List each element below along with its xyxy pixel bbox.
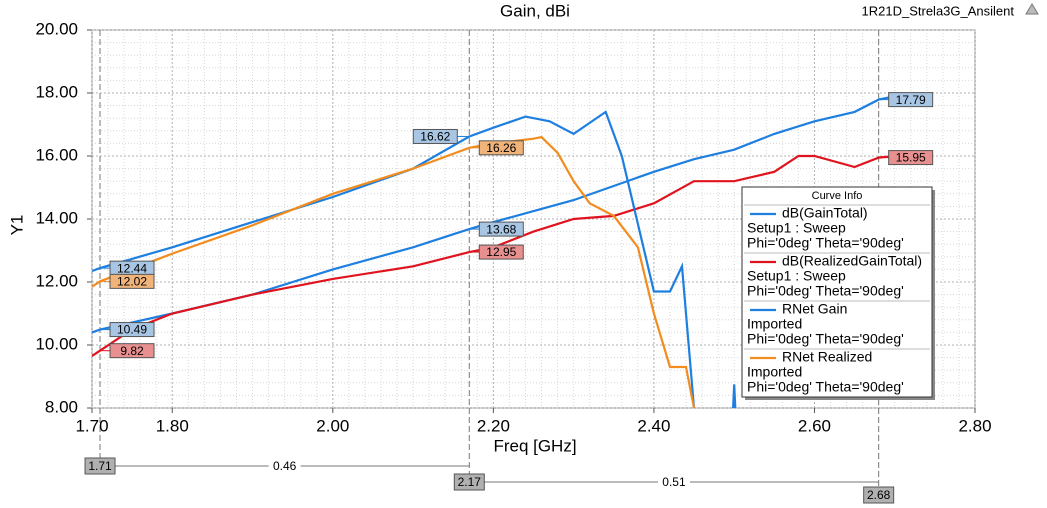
- data-label: 10.49: [117, 323, 147, 337]
- data-label-box: [478, 221, 524, 237]
- y-tick-label: 16.00: [35, 145, 78, 164]
- legend-detail: Imported: [747, 364, 802, 380]
- legend-entry: dB(GainTotal): [782, 205, 868, 221]
- y-tick-label: 12.00: [35, 271, 78, 290]
- data-label-box: [888, 150, 934, 166]
- data-label-box: [109, 273, 155, 289]
- x-tick-label: 1.70: [75, 416, 108, 435]
- legend-detail: Imported: [747, 316, 802, 332]
- x-tick-label: 1.80: [156, 416, 189, 435]
- data-label-box: [109, 322, 155, 338]
- x-tick-label: 2.20: [477, 416, 510, 435]
- data-label: 15.95: [896, 151, 926, 165]
- corner-icon[interactable]: [1025, 3, 1039, 15]
- delta-bg: [268, 459, 301, 473]
- legend-detail: Setup1 : Sweep: [747, 220, 846, 236]
- data-label: 17.79: [896, 93, 926, 107]
- data-label-box: [478, 140, 524, 156]
- legend-detail: Phi='0deg' Theta='90deg': [747, 379, 904, 395]
- x-tick-label: 2.40: [637, 416, 670, 435]
- curves: [92, 95, 895, 408]
- data-label-box: [478, 244, 524, 260]
- legend: [741, 186, 933, 398]
- data-label: 12.02: [117, 275, 147, 289]
- data-label: 12.44: [117, 261, 147, 275]
- marker-box: [453, 473, 485, 491]
- delta-label: 0.51: [662, 475, 686, 489]
- data-label: 13.68: [486, 222, 516, 236]
- chart-title: Gain, dBi: [500, 1, 570, 20]
- x-axis-label: Freq [GHz]: [493, 436, 576, 455]
- y-axis-label: Y1: [7, 215, 26, 236]
- y-tick-label: 20.00: [35, 19, 78, 38]
- series-line: [92, 154, 895, 357]
- legend-entry: RNet Realized: [782, 349, 872, 365]
- legend-detail: Phi='0deg' Theta='90deg': [747, 235, 904, 251]
- legend-entry: dB(RealizedGainTotal): [782, 253, 922, 269]
- corner-label: 1R21D_Strela3G_Ansilent: [862, 3, 1015, 18]
- x-tick-label: 2.60: [798, 416, 831, 435]
- marker-label: 2.68: [867, 488, 891, 502]
- overlay: 1.71 2.17 2.68 0.46 0.51 10.49 13.68 17.79 9.82 1…: [84, 92, 935, 504]
- legend-title: Curve Info: [812, 190, 863, 202]
- marker-label: 2.17: [458, 475, 482, 489]
- marker-box: [863, 486, 895, 504]
- y-tick-label: 10.00: [35, 334, 78, 353]
- delta-bg: [657, 475, 690, 489]
- legend-detail: Phi='0deg' Theta='90deg': [747, 331, 904, 347]
- data-label: 16.26: [486, 141, 516, 155]
- y-tick-label: 8.00: [45, 397, 78, 416]
- data-label: 12.95: [486, 245, 516, 259]
- x-tick-label: 2.00: [316, 416, 349, 435]
- data-label-box: [888, 92, 934, 108]
- marker-box: [84, 457, 116, 475]
- legend-detail: Phi='0deg' Theta='90deg': [747, 283, 904, 299]
- data-label: 9.82: [120, 344, 144, 358]
- legend-detail: Setup1 : Sweep: [747, 268, 846, 284]
- series-line: [92, 135, 696, 408]
- y-tick-label: 18.00: [35, 82, 78, 101]
- data-label: 16.62: [420, 130, 450, 144]
- legend-entry: RNet Gain: [782, 301, 847, 317]
- y-tick-label: 14.00: [35, 208, 78, 227]
- delta-label: 0.46: [273, 459, 297, 473]
- marker-label: 1.71: [88, 459, 112, 473]
- data-label-box: [412, 128, 458, 144]
- x-tick-label: 2.80: [958, 416, 991, 435]
- data-label-box: [109, 343, 155, 359]
